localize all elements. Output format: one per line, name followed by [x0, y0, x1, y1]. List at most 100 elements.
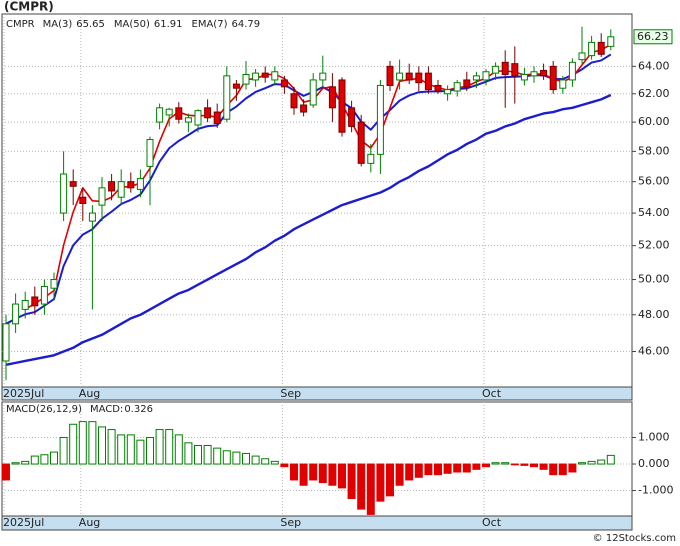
macd-bar	[165, 429, 174, 465]
macd-bar	[309, 463, 318, 481]
y-tick-label: 50.00	[638, 273, 670, 286]
macd-bar	[587, 460, 596, 465]
y-tick-label: 46.00	[638, 345, 670, 358]
macd-bar	[558, 463, 567, 476]
candle-body	[79, 196, 87, 205]
macd-bar	[405, 463, 414, 481]
macd-bar	[194, 444, 202, 465]
macd-bar	[251, 455, 260, 465]
candle-body	[309, 79, 317, 106]
candle-body	[88, 212, 96, 222]
macd-bar	[434, 463, 442, 476]
y-tick-label: 64.00	[638, 59, 670, 72]
candle-body	[444, 89, 452, 95]
candle-body	[376, 84, 384, 155]
macd-bar	[347, 463, 356, 500]
y-tick-label: -1.000	[638, 484, 673, 497]
macd-bar	[184, 442, 193, 465]
x-tick-label: Aug	[79, 516, 100, 529]
macd-bar	[270, 460, 279, 465]
last-price-box	[633, 29, 673, 45]
macd-bar	[2, 463, 10, 481]
candle-body	[223, 75, 231, 120]
candle-body	[520, 73, 528, 81]
macd-bar	[597, 459, 606, 465]
macd-bar	[453, 463, 462, 473]
candle-body	[386, 65, 394, 86]
macd-bar	[366, 463, 375, 515]
macd-bar	[88, 421, 97, 465]
macd-bar	[539, 463, 548, 470]
candle-body	[117, 181, 125, 198]
candle-body	[559, 79, 567, 89]
macd-bar	[328, 463, 337, 486]
macd-bar	[424, 463, 433, 476]
macd-bar	[549, 463, 558, 476]
candle-body	[108, 181, 116, 192]
macd-bar	[98, 426, 106, 465]
macd-bar	[386, 463, 394, 497]
macd-bar	[30, 455, 39, 465]
candle-body	[607, 36, 615, 47]
macd-bar	[395, 463, 404, 486]
candle-body	[271, 71, 279, 81]
candle-body	[50, 279, 58, 289]
candle-body	[204, 107, 212, 119]
candle-body	[60, 173, 68, 214]
candle-body	[213, 111, 221, 125]
moving-average-line	[5, 53, 612, 325]
macd-bar	[318, 463, 327, 484]
macd-bar	[568, 463, 577, 473]
candle-body	[242, 73, 250, 85]
y-tick-label: 54.00	[638, 206, 670, 219]
legend-label: MA(50)	[114, 19, 150, 30]
macd-bar	[357, 463, 366, 510]
legend-value: 65.65	[76, 19, 105, 30]
macd-bar	[280, 463, 289, 468]
macd-bar	[117, 434, 126, 465]
macd-bar	[376, 463, 385, 502]
candle-body	[194, 110, 202, 126]
candle-body	[578, 52, 586, 61]
legend-symbol: CMPR	[6, 19, 35, 30]
candle-body	[300, 104, 308, 113]
candle-body	[492, 65, 500, 74]
candle-body	[252, 72, 260, 81]
candle-body	[127, 181, 135, 189]
candle-body	[261, 72, 269, 78]
last-price-label: 66.23	[637, 30, 669, 43]
candle-body	[175, 107, 183, 120]
macd-bar	[203, 444, 212, 465]
candle-body	[434, 84, 442, 92]
x-tick-label: 2025Jul	[3, 387, 44, 400]
candle-body	[367, 153, 375, 164]
y-tick-label: 62.00	[638, 87, 670, 100]
candle-body	[21, 300, 29, 310]
x-axis-strip	[1, 386, 633, 401]
macd-x-axis-strip	[1, 515, 633, 531]
macd-bar	[261, 458, 270, 465]
candle-body	[40, 285, 48, 305]
x-tick-label: Sep	[280, 516, 301, 529]
candle-body	[69, 181, 77, 187]
y-tick-label: 58.00	[638, 144, 670, 157]
candle-body	[156, 107, 164, 123]
candle-body	[319, 72, 327, 81]
y-tick-label: 60.00	[638, 115, 670, 128]
x-tick-label: Aug	[79, 387, 100, 400]
candle-body	[511, 63, 519, 77]
macd-bar	[174, 434, 183, 465]
y-tick-label: 52.00	[638, 239, 670, 252]
macd-bar	[443, 463, 452, 474]
candle-body	[357, 121, 365, 164]
candle-body	[290, 93, 298, 109]
legend-label: EMA(7)	[192, 19, 228, 30]
candle-body	[405, 72, 413, 81]
x-tick-label: 2025Jul	[3, 516, 44, 529]
candle-body	[463, 79, 471, 88]
macd-bar	[414, 463, 423, 478]
macd-bar	[126, 434, 135, 465]
macd-bar	[136, 439, 145, 465]
candle-body	[588, 41, 596, 57]
